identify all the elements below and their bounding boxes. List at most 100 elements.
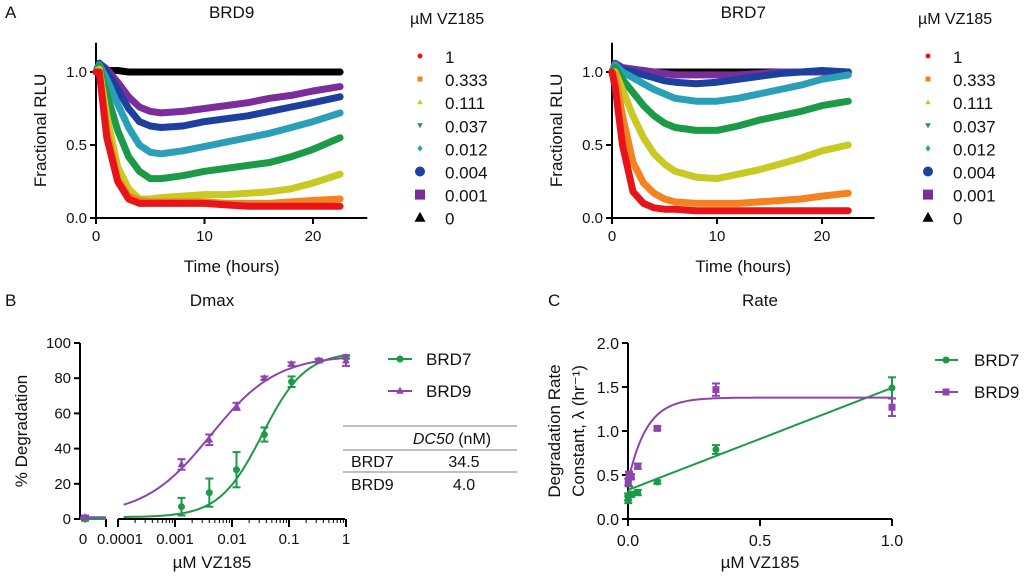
data-point: [136, 69, 142, 74]
data-point: [735, 72, 741, 78]
series-line: [608, 61, 852, 105]
legend-marker: [925, 123, 931, 129]
data-point: [232, 402, 241, 410]
data-point: [819, 76, 825, 83]
data-point: [662, 196, 667, 202]
data-point: [777, 71, 783, 76]
data-point: [777, 86, 783, 93]
data-point: [846, 190, 851, 196]
data-point: [148, 149, 153, 156]
data-point: [180, 109, 185, 114]
data-point: [267, 160, 273, 166]
table-row-value: 34.5: [448, 454, 479, 471]
data-point: [798, 208, 804, 213]
y-tick-label: 2.0: [597, 336, 619, 353]
data-point: [651, 75, 657, 81]
legend-marker: [415, 189, 425, 200]
data-point: [289, 93, 294, 98]
data-point: [846, 72, 851, 78]
data-point: [630, 189, 636, 194]
legend-marker: [923, 166, 933, 177]
data-point: [93, 69, 99, 75]
data-point: [267, 130, 272, 137]
series-line: [92, 65, 344, 76]
data-point: [126, 69, 131, 74]
x-tick-label: 20: [305, 228, 322, 245]
legend-marker: [922, 211, 934, 222]
data-point: [651, 86, 657, 93]
data-point: [612, 65, 618, 71]
data-point: [819, 193, 825, 199]
data-point: [798, 155, 804, 160]
data-point: [630, 69, 636, 75]
data-point: [104, 135, 110, 140]
dc50-label: DC50: [413, 431, 454, 448]
data-point: [641, 103, 646, 109]
data-point: [624, 478, 632, 486]
legend-label: 0.333: [445, 71, 488, 90]
data-point: [735, 124, 741, 129]
data-point: [756, 208, 762, 213]
y-tick-label: 60: [54, 405, 71, 422]
x-tick-label: 0.5: [749, 533, 771, 550]
data-point: [641, 80, 646, 87]
data-point: [81, 513, 89, 521]
data-point: [630, 74, 636, 81]
data-point: [672, 199, 678, 205]
data-point: [342, 356, 350, 364]
data-point: [158, 201, 164, 206]
x-axis-label: Time (hours): [695, 257, 791, 276]
data-point: [202, 192, 207, 197]
y-tick-label: 1.0: [66, 64, 87, 81]
data-point: [310, 88, 316, 94]
data-point: [267, 109, 272, 114]
data-point: [756, 167, 762, 172]
data-point: [612, 84, 618, 89]
data-point: [641, 72, 646, 78]
data-point: [310, 118, 316, 125]
fit-curve: [627, 396, 892, 483]
data-point: [289, 199, 294, 205]
data-point: [798, 196, 804, 202]
legend-marker: [417, 145, 423, 152]
x-tick-label: 20: [814, 228, 831, 245]
legend-label: 1: [953, 48, 962, 67]
data-point: [337, 135, 343, 141]
series-line: [608, 68, 852, 215]
data-point: [337, 110, 343, 116]
data-point: [158, 125, 164, 130]
data-point: [662, 91, 667, 97]
data-point: [223, 192, 229, 197]
dc50-unit: (nM): [454, 431, 491, 448]
data-point: [245, 100, 251, 105]
data-point: [289, 204, 294, 209]
legend-marker: [925, 99, 931, 105]
data-point: [148, 201, 153, 206]
legend-marker: [417, 123, 423, 129]
data-point: [653, 424, 661, 432]
data-point: [147, 69, 153, 74]
legend-label: BRD9: [974, 383, 1019, 402]
data-point: [137, 104, 142, 110]
data-point: [180, 69, 186, 74]
data-point: [97, 69, 102, 75]
x-tick-label: 1.0: [881, 533, 903, 550]
data-point: [126, 124, 131, 131]
fit-curve: [123, 356, 347, 506]
data-point: [662, 161, 667, 166]
data-point: [714, 175, 720, 181]
data-point: [158, 69, 164, 74]
data-point: [777, 208, 783, 213]
dmax-chart: [74, 342, 517, 527]
data-point: [267, 189, 273, 194]
fit-curve: [123, 354, 347, 518]
data-point: [287, 359, 296, 367]
legend-title: µM VZ185: [410, 11, 484, 28]
data-point: [310, 180, 316, 185]
data-point: [693, 201, 699, 206]
y-tick-label: 20: [54, 476, 71, 493]
legend-label: 0.001: [953, 187, 996, 206]
data-point: [148, 109, 153, 114]
data-point: [337, 69, 343, 74]
